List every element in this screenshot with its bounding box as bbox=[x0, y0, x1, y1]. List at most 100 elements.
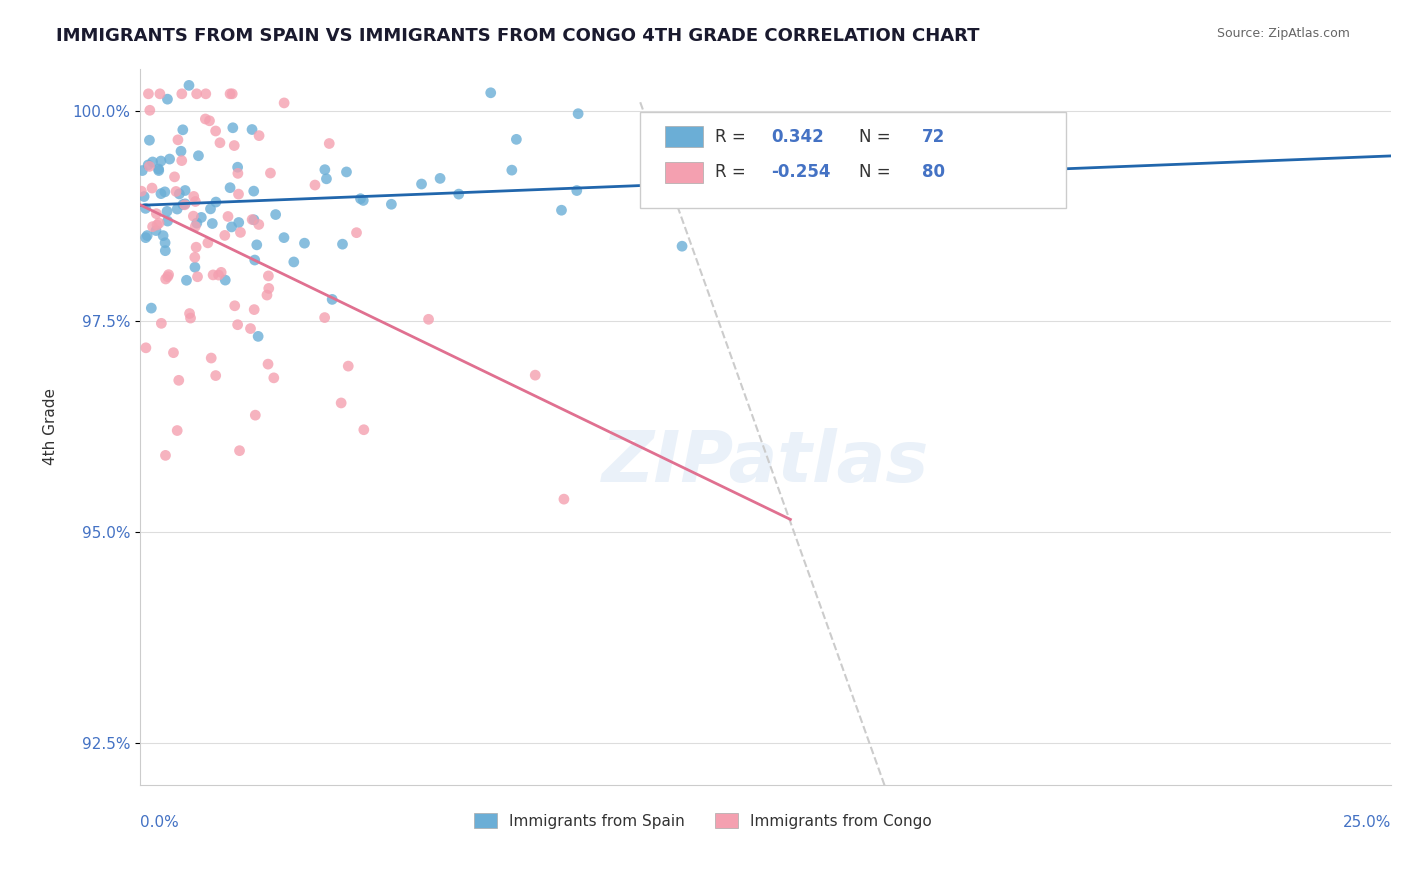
Point bbox=[204, 124, 226, 138]
Point bbox=[166, 424, 188, 438]
Point bbox=[553, 492, 575, 507]
Point bbox=[479, 86, 502, 100]
Point bbox=[186, 240, 208, 254]
Point bbox=[524, 368, 547, 383]
Text: Source: ZipAtlas.com: Source: ZipAtlas.com bbox=[1216, 27, 1350, 40]
Point bbox=[565, 184, 588, 198]
Point bbox=[138, 160, 160, 174]
Point bbox=[240, 122, 263, 136]
Point bbox=[247, 329, 270, 343]
Point bbox=[183, 189, 205, 203]
Point bbox=[149, 87, 172, 101]
Point bbox=[219, 87, 242, 101]
Text: -0.254: -0.254 bbox=[772, 163, 831, 181]
Point bbox=[429, 171, 451, 186]
Point bbox=[176, 273, 198, 287]
Point bbox=[411, 177, 433, 191]
Point bbox=[200, 202, 222, 216]
Point bbox=[142, 219, 165, 234]
Point bbox=[139, 103, 162, 118]
Point bbox=[156, 269, 179, 284]
Point bbox=[243, 302, 266, 317]
Point bbox=[204, 368, 226, 383]
Point bbox=[315, 171, 337, 186]
Point bbox=[208, 136, 231, 150]
Point bbox=[224, 299, 246, 313]
Point bbox=[505, 132, 527, 146]
Text: 80: 80 bbox=[922, 163, 945, 181]
Point bbox=[257, 357, 280, 371]
Point bbox=[138, 133, 160, 147]
Point bbox=[155, 244, 177, 258]
Point bbox=[166, 202, 188, 216]
Point bbox=[167, 133, 190, 147]
Point bbox=[219, 180, 242, 194]
Point bbox=[240, 212, 263, 227]
Point bbox=[150, 316, 173, 330]
Text: 72: 72 bbox=[922, 128, 945, 145]
Point bbox=[184, 194, 207, 209]
Point bbox=[155, 272, 177, 286]
Point bbox=[273, 95, 295, 110]
Point bbox=[148, 163, 170, 178]
Point bbox=[335, 165, 357, 179]
Text: R =: R = bbox=[716, 163, 751, 181]
Point bbox=[214, 228, 236, 243]
Point bbox=[447, 187, 470, 202]
Point bbox=[567, 106, 589, 120]
Point bbox=[131, 163, 153, 178]
Point bbox=[136, 228, 159, 243]
Point bbox=[141, 181, 163, 195]
Point bbox=[224, 138, 246, 153]
Point bbox=[177, 78, 200, 93]
Point bbox=[190, 211, 212, 225]
Point bbox=[198, 113, 221, 128]
Point bbox=[194, 112, 217, 126]
Point bbox=[194, 87, 217, 101]
Point bbox=[222, 120, 245, 135]
Point bbox=[202, 268, 225, 282]
Legend: Immigrants from Spain, Immigrants from Congo: Immigrants from Spain, Immigrants from C… bbox=[468, 806, 938, 835]
Point bbox=[141, 301, 163, 315]
Point bbox=[321, 293, 343, 307]
Point bbox=[314, 310, 336, 325]
Point bbox=[337, 359, 360, 373]
Point bbox=[263, 371, 285, 385]
Point bbox=[173, 198, 195, 212]
Point bbox=[163, 169, 186, 184]
Point bbox=[245, 408, 267, 422]
Point bbox=[304, 178, 326, 192]
Point bbox=[186, 216, 208, 230]
Point bbox=[330, 396, 353, 410]
Point bbox=[273, 230, 295, 244]
Point bbox=[226, 166, 249, 180]
Point bbox=[138, 87, 160, 101]
Point bbox=[152, 228, 174, 243]
Point bbox=[550, 203, 572, 218]
Point bbox=[156, 204, 179, 219]
Point bbox=[346, 226, 368, 240]
Point bbox=[170, 87, 193, 101]
Point bbox=[135, 341, 157, 355]
Point bbox=[179, 306, 201, 320]
Point bbox=[145, 207, 167, 221]
Point bbox=[352, 194, 374, 208]
Point bbox=[187, 149, 209, 163]
Point bbox=[174, 184, 197, 198]
FancyBboxPatch shape bbox=[640, 112, 1066, 208]
Point bbox=[156, 214, 179, 228]
Point bbox=[221, 87, 243, 101]
Point bbox=[184, 219, 207, 234]
Point bbox=[186, 87, 208, 101]
Point bbox=[132, 189, 155, 203]
Point bbox=[148, 161, 170, 176]
Point bbox=[239, 321, 262, 335]
Y-axis label: 4th Grade: 4th Grade bbox=[44, 388, 58, 466]
Point bbox=[418, 312, 440, 326]
FancyBboxPatch shape bbox=[665, 161, 703, 183]
Point bbox=[380, 197, 402, 211]
Point bbox=[332, 237, 354, 252]
Point bbox=[226, 160, 249, 174]
Point bbox=[135, 202, 157, 216]
Point bbox=[157, 268, 180, 282]
